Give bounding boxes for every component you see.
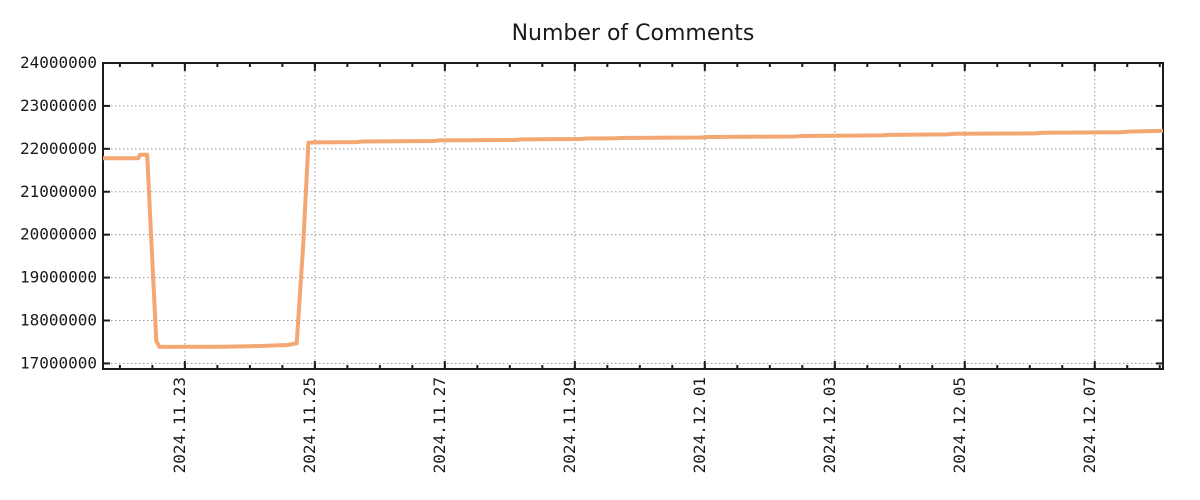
x-tick-label: 2024.11.25 xyxy=(300,377,319,473)
x-tick-label: 2024.12.01 xyxy=(690,377,709,473)
x-tick-label: 2024.11.27 xyxy=(430,377,449,473)
x-tick-label: 2024.11.23 xyxy=(170,377,189,473)
y-tick-label: 24000000 xyxy=(20,53,97,72)
y-tick-label: 23000000 xyxy=(20,96,97,115)
series-line-comments xyxy=(102,128,1164,349)
x-tick-label: 2024.12.05 xyxy=(950,377,969,473)
x-tick-label: 2024.11.29 xyxy=(560,377,579,473)
y-tick-label: 21000000 xyxy=(20,182,97,201)
y-tick-label: 19000000 xyxy=(20,268,97,287)
y-tick-label: 22000000 xyxy=(20,139,97,158)
y-tick-label: 20000000 xyxy=(20,225,97,244)
x-tick-label: 2024.12.07 xyxy=(1080,377,1099,473)
y-tick-label: 18000000 xyxy=(20,311,97,330)
plot-border xyxy=(102,62,1164,370)
chart-title: Number of Comments xyxy=(512,21,755,46)
x-tick-label: 2024.12.03 xyxy=(820,377,839,473)
y-tick-label: 17000000 xyxy=(20,353,97,372)
